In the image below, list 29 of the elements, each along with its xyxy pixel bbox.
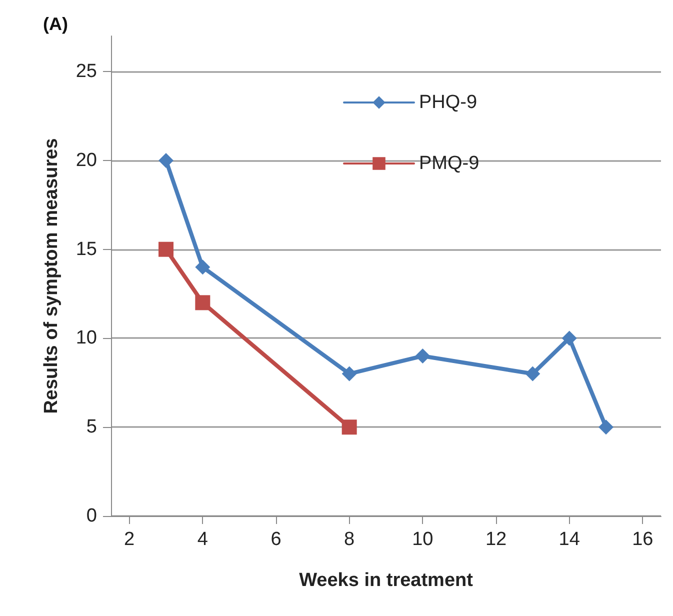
point — [195, 260, 210, 275]
x-tick-label: 6 — [270, 529, 282, 550]
point — [415, 348, 430, 364]
legend-label: PHQ-9 — [419, 92, 478, 113]
point — [195, 295, 210, 310]
y-tick-label: 10 — [76, 328, 97, 349]
x-tick-label: 16 — [632, 529, 654, 550]
y-tick-label: 20 — [76, 150, 97, 171]
point — [158, 152, 174, 168]
point — [525, 366, 540, 382]
x-tick-label: 12 — [485, 529, 507, 550]
point — [158, 242, 174, 257]
y-tick-label: 25 — [76, 61, 97, 82]
legend-label: PMQ-9 — [419, 153, 480, 174]
chart-title: (A) — [43, 14, 68, 34]
x-tick-label: 2 — [124, 529, 135, 550]
y-tick-label: 0 — [86, 506, 97, 526]
y-tick-label: 15 — [76, 238, 97, 260]
x-tick-label: 14 — [558, 529, 580, 550]
y-tick-label: 5 — [86, 416, 97, 438]
x-tick-label: 8 — [344, 529, 355, 550]
x-tick-label: 10 — [412, 529, 434, 550]
point — [342, 420, 357, 435]
y-axis-title: Results of symptom measures — [41, 138, 62, 414]
x-tick-label: 4 — [197, 529, 208, 550]
point — [562, 330, 577, 346]
point — [598, 420, 614, 435]
x-axis-title: Weeks in treatment — [299, 570, 474, 591]
point — [342, 366, 357, 382]
